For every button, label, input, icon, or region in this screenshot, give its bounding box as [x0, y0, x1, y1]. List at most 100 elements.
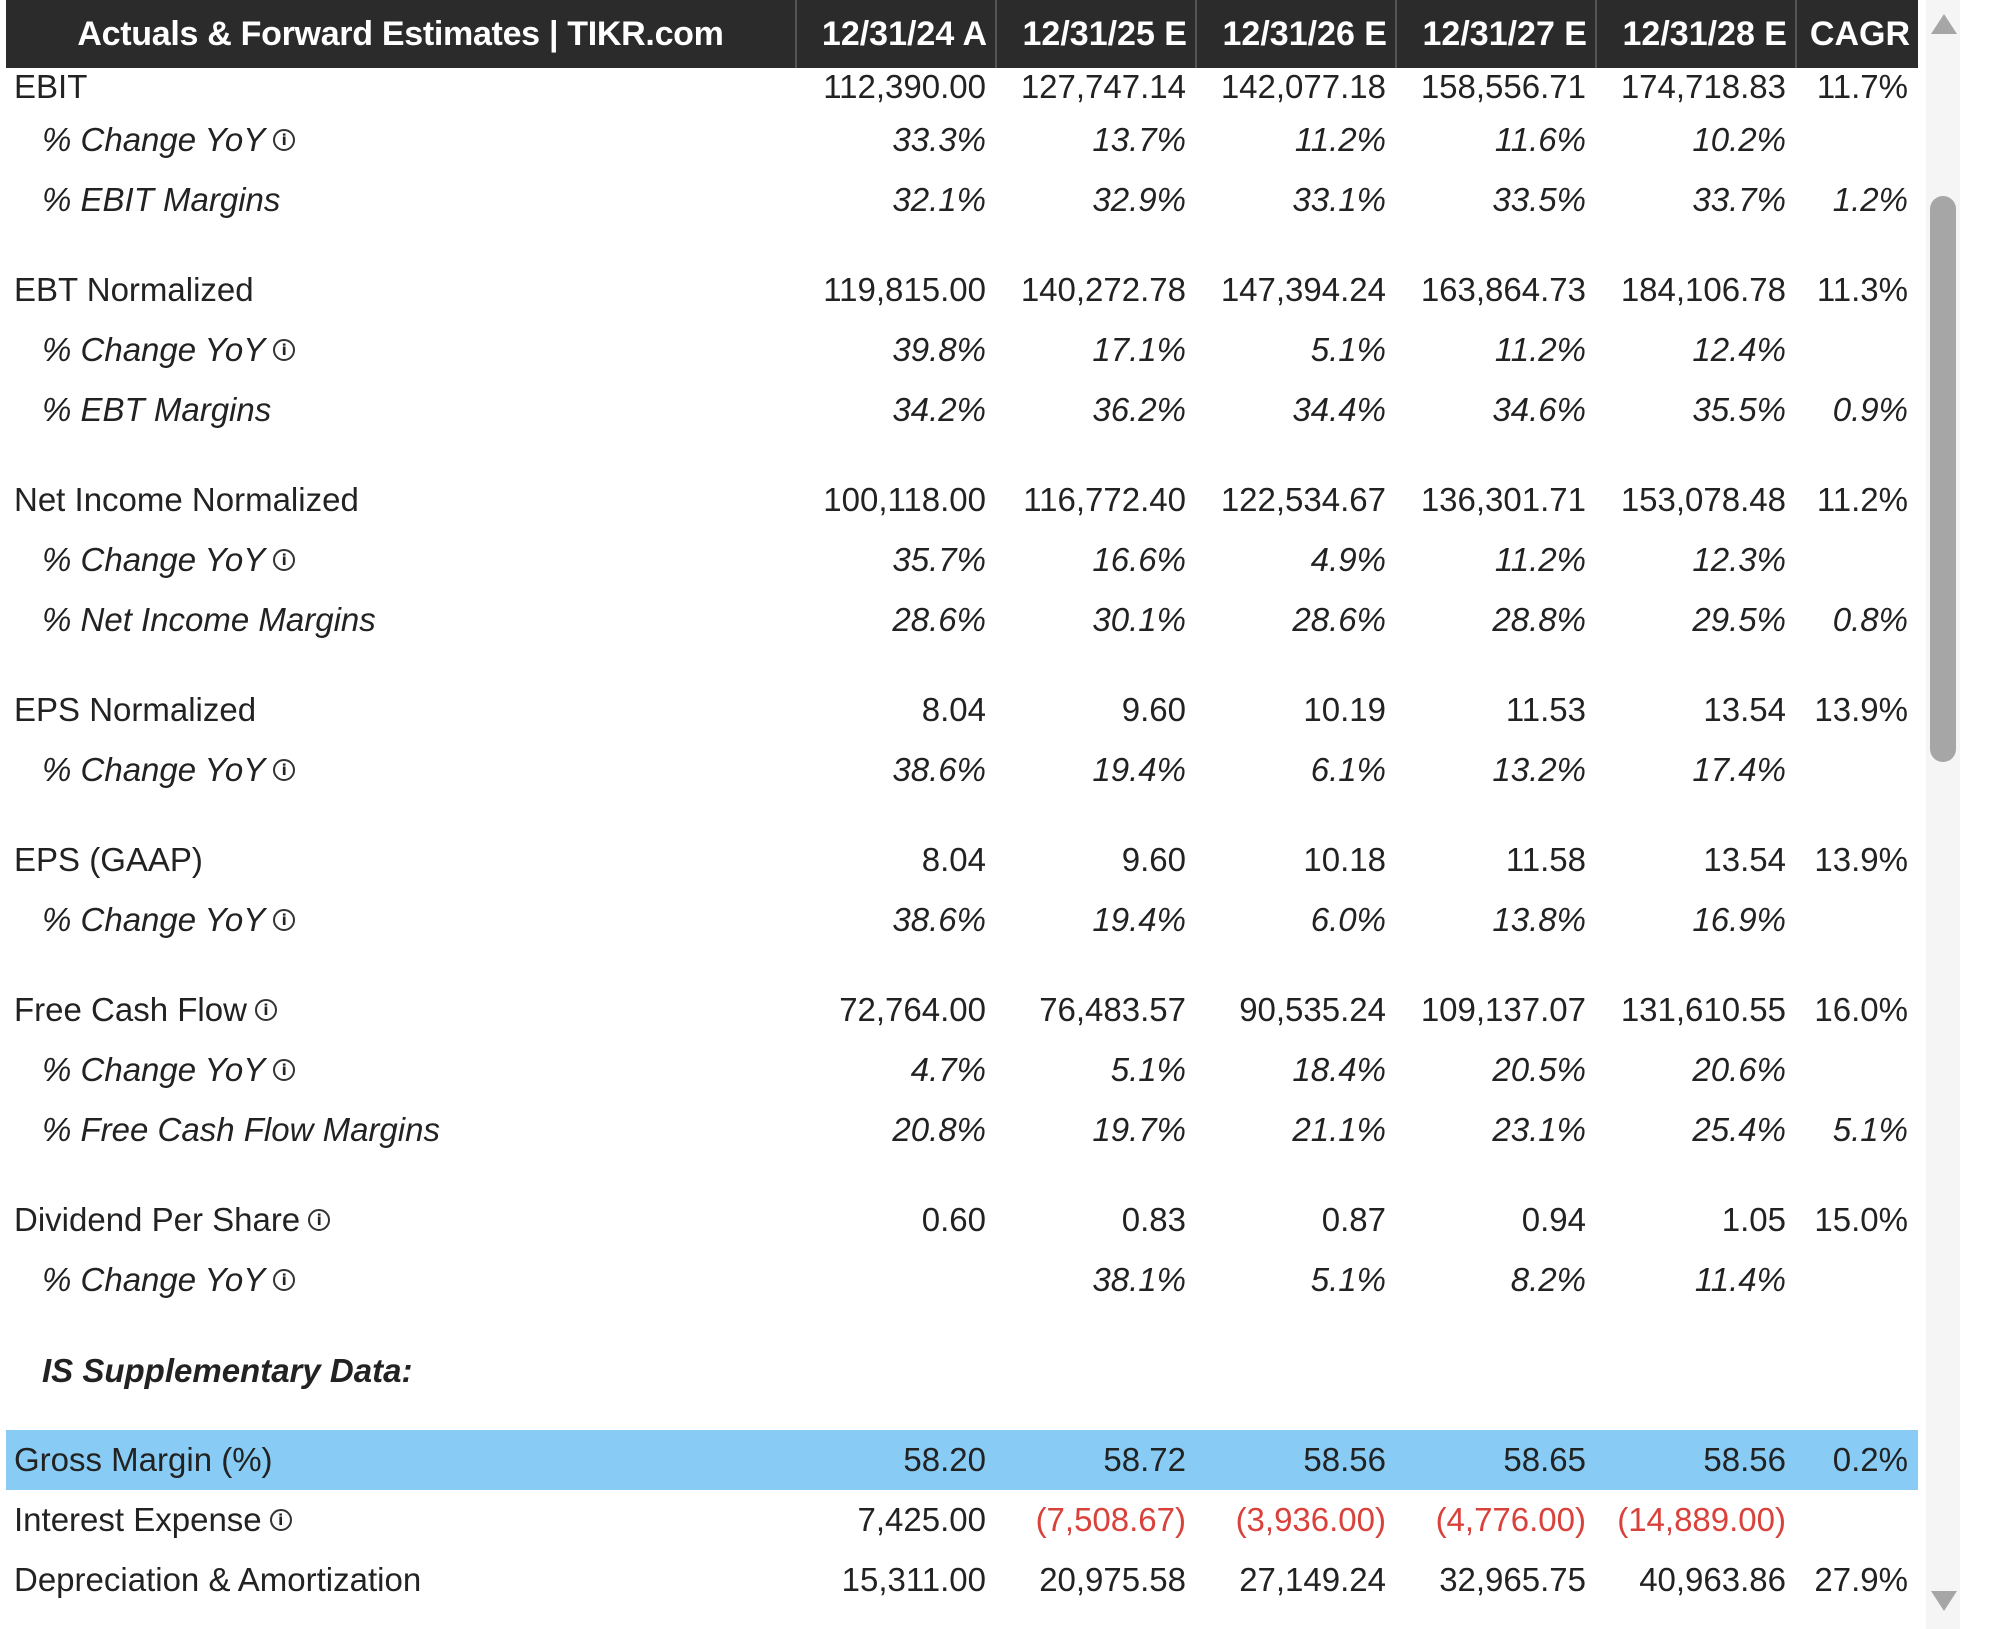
value-cell: 76,483.57	[1039, 991, 1186, 1028]
info-icon[interactable]: i	[273, 1269, 296, 1292]
info-icon[interactable]: i	[273, 129, 296, 152]
estimates-table: Actuals & Forward Estimates | TIKR.com 1…	[6, 0, 1918, 1610]
row-eps-normalized[interactable]: EPS Normalized 8.04 9.60 10.19 11.53 13.54 13.…	[6, 680, 1918, 740]
value-cell: 17.4%	[1692, 751, 1786, 788]
row-label: % EBIT Margins	[42, 181, 281, 218]
info-icon[interactable]: i	[273, 909, 296, 932]
row-label-cell: % Change YoY i	[6, 320, 796, 380]
info-icon[interactable]: i	[269, 1509, 292, 1532]
row-label-cell: Dividend Per Share i	[6, 1190, 796, 1250]
value-cell: 8.2%	[1510, 1261, 1586, 1298]
cagr-cell: 0.2%	[1796, 1430, 1918, 1490]
row-dividend-change-yoy[interactable]: % Change YoY i 38.1% 5.1% 8.2% 11.4%	[6, 1250, 1918, 1310]
column-header-cagr[interactable]: CAGR	[1796, 0, 1918, 68]
row-depreciation-amortization[interactable]: Depreciation & Amortization 15,311.00 20,9…	[6, 1550, 1918, 1610]
value-cell: 5.1%	[1310, 331, 1386, 368]
value-cell: 122,534.67	[1220, 481, 1386, 518]
value-cell: 11.4%	[1694, 1261, 1786, 1298]
value-cell: 58.65	[1396, 1430, 1596, 1490]
spacer-row	[6, 1310, 1918, 1340]
cagr-cell: 0.8%	[1832, 601, 1908, 638]
row-label-cell: Free Cash Flow i	[6, 980, 796, 1040]
row-free-cash-flow-change-yoy[interactable]: % Change YoY i 4.7% 5.1% 18.4% 20.5% 20.6%	[6, 1040, 1918, 1100]
row-dividend-per-share[interactable]: Dividend Per Share i 0.60 0.83 0.87 0.94 1.05 1…	[6, 1190, 1918, 1250]
info-icon[interactable]: i	[273, 1059, 296, 1082]
column-header-2025[interactable]: 12/31/25 E	[996, 0, 1197, 68]
row-net-income-margins[interactable]: % Net Income Margins 28.6% 30.1% 28.6% 28.8%…	[6, 590, 1918, 650]
value-cell: 39.8%	[892, 331, 986, 368]
column-header-2028[interactable]: 12/31/28 E	[1596, 0, 1797, 68]
row-ebit-change-yoy[interactable]: % Change YoY i 33.3% 13.7% 11.2% 11.6% 10.2%	[6, 110, 1918, 170]
value-cell: 13.54	[1703, 691, 1786, 728]
value-cell: 28.8%	[1492, 601, 1586, 638]
value-cell: 9.60	[1121, 691, 1186, 728]
arrow-down-icon[interactable]	[1931, 1591, 1957, 1611]
info-icon[interactable]: i	[308, 1209, 331, 1232]
value-cell: 131,610.55	[1620, 991, 1786, 1028]
row-label: EPS (GAAP)	[14, 841, 203, 878]
value-cell: 11.6%	[1494, 121, 1586, 158]
value-cell: 33.3%	[892, 121, 986, 158]
row-ebt-margins[interactable]: % EBT Margins 34.2% 36.2% 34.4% 34.6% 35.5% 0.…	[6, 380, 1918, 440]
value-cell: 20.5%	[1492, 1051, 1586, 1088]
spacer-row	[6, 230, 1918, 260]
value-cell: 4.7%	[910, 1051, 986, 1088]
row-interest-expense[interactable]: Interest Expense i 7,425.00 (7,508.67) (3,93…	[6, 1490, 1918, 1550]
row-label: Depreciation & Amortization	[14, 1561, 422, 1598]
row-net-income-normalized[interactable]: Net Income Normalized 100,118.00 116,772.4…	[6, 470, 1918, 530]
spacer-row	[6, 1160, 1918, 1190]
estimates-table-container: Actuals & Forward Estimates | TIKR.com 1…	[6, 0, 1918, 1629]
spacer-row	[6, 800, 1918, 830]
row-label: % Change YoY	[42, 751, 266, 788]
value-cell	[796, 1250, 996, 1310]
value-cell: 13.8%	[1492, 901, 1586, 938]
column-header-2024[interactable]: 12/31/24 A	[796, 0, 997, 68]
section-title-is-supplementary[interactable]: IS Supplementary Data:	[6, 1340, 1918, 1402]
value-cell: 6.0%	[1310, 901, 1386, 938]
arrow-up-icon[interactable]	[1931, 14, 1957, 34]
row-label-cell: % EBIT Margins	[6, 170, 796, 230]
value-cell: 127,747.14	[1020, 68, 1186, 105]
value-cell: 23.1%	[1492, 1111, 1586, 1148]
row-label-cell: Interest Expense i	[6, 1490, 796, 1550]
value-cell: 20.6%	[1692, 1051, 1786, 1088]
row-label: Interest Expense	[14, 1501, 262, 1538]
scrollbar-thumb[interactable]	[1930, 196, 1956, 762]
row-ebt-change-yoy[interactable]: % Change YoY i 39.8% 17.1% 5.1% 11.2% 12.4%	[6, 320, 1918, 380]
value-cell: 20,975.58	[1039, 1561, 1186, 1598]
spacer-row	[6, 650, 1918, 680]
row-free-cash-flow[interactable]: Free Cash Flow i 72,764.00 76,483.57 90,535.…	[6, 980, 1918, 1040]
spacer-cell	[6, 230, 1918, 260]
cagr-cell: 13.9%	[1814, 691, 1908, 728]
value-cell: 100,118.00	[823, 481, 986, 518]
value-cell: 0.83	[1121, 1201, 1186, 1238]
info-icon[interactable]: i	[254, 999, 277, 1022]
row-label-cell: % Change YoY i	[6, 1040, 796, 1100]
value-cell: 35.5%	[1692, 391, 1786, 428]
info-icon[interactable]: i	[273, 759, 296, 782]
value-cell: 34.2%	[892, 391, 986, 428]
value-cell: 21.1%	[1292, 1111, 1386, 1148]
row-ebit-margins[interactable]: % EBIT Margins 32.1% 32.9% 33.1% 33.5% 33.7% 1…	[6, 170, 1918, 230]
info-icon[interactable]: i	[273, 549, 296, 572]
row-gross-margin[interactable]: Gross Margin (%) 58.20 58.72 58.56 58.65 58.5…	[6, 1430, 1918, 1490]
row-ebt-normalized[interactable]: EBT Normalized 119,815.00 140,272.78 147,39…	[6, 260, 1918, 320]
row-label: % Free Cash Flow Margins	[42, 1111, 440, 1148]
value-cell: 109,137.07	[1420, 991, 1586, 1028]
row-net-income-change-yoy[interactable]: % Change YoY i 35.7% 16.6% 4.9% 11.2% 12.3%	[6, 530, 1918, 590]
column-header-2026[interactable]: 12/31/26 E	[1196, 0, 1397, 68]
row-free-cash-flow-margins[interactable]: % Free Cash Flow Margins 20.8% 19.7% 21.1% 2…	[6, 1100, 1918, 1160]
value-cell: 4.9%	[1310, 541, 1386, 578]
value-cell: 136,301.71	[1420, 481, 1586, 518]
row-eps-normalized-change-yoy[interactable]: % Change YoY i 38.6% 19.4% 6.1% 13.2% 17.4%	[6, 740, 1918, 800]
info-icon[interactable]: i	[273, 339, 296, 362]
row-ebit[interactable]: EBIT 112,390.00 127,747.14 142,077.18 158,55…	[6, 68, 1918, 110]
column-header-2027[interactable]: 12/31/27 E	[1396, 0, 1597, 68]
cagr-cell	[1796, 1250, 1918, 1310]
vertical-scrollbar[interactable]	[1926, 0, 1960, 1629]
row-eps-gaap-change-yoy[interactable]: % Change YoY i 38.6% 19.4% 6.0% 13.8% 16.9%	[6, 890, 1918, 950]
value-cell: 36.2%	[1092, 391, 1186, 428]
row-eps-gaap[interactable]: EPS (GAAP) 8.04 9.60 10.18 11.58 13.54 13.9%	[6, 830, 1918, 890]
row-label: % Change YoY	[42, 121, 266, 158]
